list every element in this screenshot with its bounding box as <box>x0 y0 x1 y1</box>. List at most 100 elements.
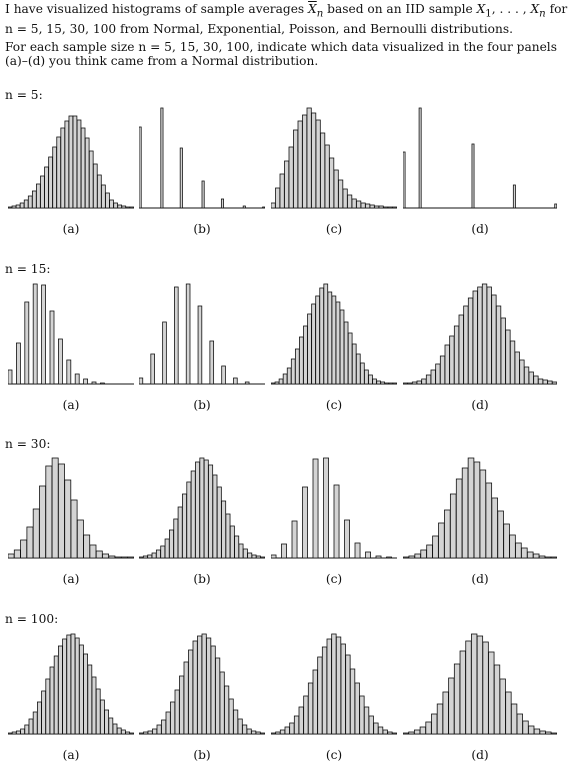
histogram-bar <box>439 355 446 385</box>
histogram-bar <box>152 728 158 735</box>
histogram-bar <box>129 732 134 735</box>
panel-label: (a) <box>62 572 80 586</box>
histogram-bar <box>255 555 261 559</box>
histogram-bar <box>105 192 110 209</box>
histogram-bar <box>139 732 144 735</box>
histogram-bar <box>528 371 534 385</box>
histogram-bar <box>215 657 221 735</box>
histogram-bar <box>112 723 118 735</box>
histogram-bar <box>519 359 525 385</box>
panel-label: (c) <box>325 222 343 236</box>
histogram-bar <box>174 689 180 735</box>
histogram-bar <box>275 731 281 735</box>
histogram-bar <box>197 305 203 385</box>
histogram-bar <box>473 461 481 559</box>
histogram-bar <box>228 698 234 735</box>
histogram-bar <box>482 641 489 735</box>
histogram-bar <box>169 529 174 559</box>
histogram-bar <box>378 205 384 209</box>
histogram-bar <box>44 166 49 209</box>
histogram-bar <box>403 556 410 559</box>
histogram-bar <box>369 204 375 209</box>
histogram-bar <box>121 205 127 209</box>
histogram-bar <box>41 284 46 385</box>
histogram-bar <box>251 730 257 735</box>
histogram-bar <box>48 156 53 209</box>
histogram-bar <box>234 535 240 559</box>
histogram-bar <box>271 382 276 385</box>
histogram-bar <box>288 146 294 209</box>
histogram-bar <box>56 136 62 209</box>
histogram-bar <box>278 378 284 385</box>
histogram-bar <box>408 555 416 559</box>
histogram-bar <box>479 469 487 559</box>
histogram-4-b <box>139 633 265 735</box>
panel-label: (a) <box>62 398 80 412</box>
histogram-bar <box>36 701 42 735</box>
histogram-3-a <box>8 457 134 559</box>
histogram-bar <box>274 381 280 385</box>
histogram-bar <box>233 377 238 385</box>
panel-label: (c) <box>325 572 343 586</box>
histogram-bar <box>512 184 516 209</box>
histogram-bar <box>448 677 455 735</box>
histogram-bar <box>225 513 231 559</box>
histogram-bar <box>547 380 553 385</box>
histogram-4-d <box>403 633 557 735</box>
histogram-bar <box>420 549 427 559</box>
histogram-bar <box>338 179 344 209</box>
histogram-bar <box>143 731 149 735</box>
histogram-bar <box>307 313 312 385</box>
histogram-bar <box>210 645 216 735</box>
histogram-bar <box>190 470 196 559</box>
intro-line1-mid: based on an IID sample <box>323 2 477 16</box>
histogram-bar <box>20 728 26 735</box>
histogram-bar <box>192 640 198 735</box>
xbar-subscript: n <box>316 8 324 20</box>
histogram-bar <box>15 204 21 209</box>
histogram-bar <box>13 549 21 559</box>
row-label-4: n = 100: <box>5 612 59 626</box>
histogram-bar <box>467 457 475 559</box>
histogram-bar <box>100 699 105 735</box>
histogram-bar <box>403 382 408 385</box>
histogram-bar <box>351 198 357 209</box>
histogram-bar <box>323 457 329 559</box>
histogram-bar <box>291 520 298 559</box>
histogram-3-b <box>139 457 265 559</box>
histogram-bar <box>349 668 356 735</box>
histogram-bar <box>522 720 529 735</box>
histogram-bar <box>493 664 501 735</box>
histogram-bar <box>32 508 40 559</box>
histogram-bar <box>449 493 457 559</box>
histogram-bar <box>209 340 215 385</box>
histogram-bar <box>333 169 339 209</box>
histogram-bar <box>237 718 243 735</box>
histogram-bar <box>197 635 203 735</box>
intro-line1-prefix: I have visualized histograms of sample a… <box>5 2 309 16</box>
panel-label: (b) <box>193 222 211 236</box>
histogram-bar <box>458 314 464 385</box>
histogram-bar <box>160 107 164 209</box>
histogram-bar <box>377 726 384 735</box>
histogram-bar <box>514 351 520 385</box>
histogram-1-c <box>271 107 397 209</box>
histogram-bar <box>311 303 316 385</box>
histogram-bar <box>387 731 393 735</box>
histogram-bar <box>465 640 472 735</box>
histogram-bar <box>164 538 170 559</box>
histogram-bar <box>271 554 277 559</box>
histogram-bar <box>260 556 265 559</box>
histogram-bar <box>533 728 541 735</box>
histogram-bar <box>425 374 432 385</box>
histogram-bar <box>355 353 361 385</box>
histogram-bar <box>297 120 303 209</box>
histogram-bar <box>87 664 93 735</box>
histogram-bar <box>32 283 38 385</box>
histogram-bar <box>79 644 84 735</box>
histogram-bar <box>206 637 212 735</box>
histogram-bar <box>320 132 326 209</box>
histogram-bar <box>356 200 362 209</box>
histogram-bar <box>64 120 70 209</box>
histogram-bar <box>150 353 155 385</box>
